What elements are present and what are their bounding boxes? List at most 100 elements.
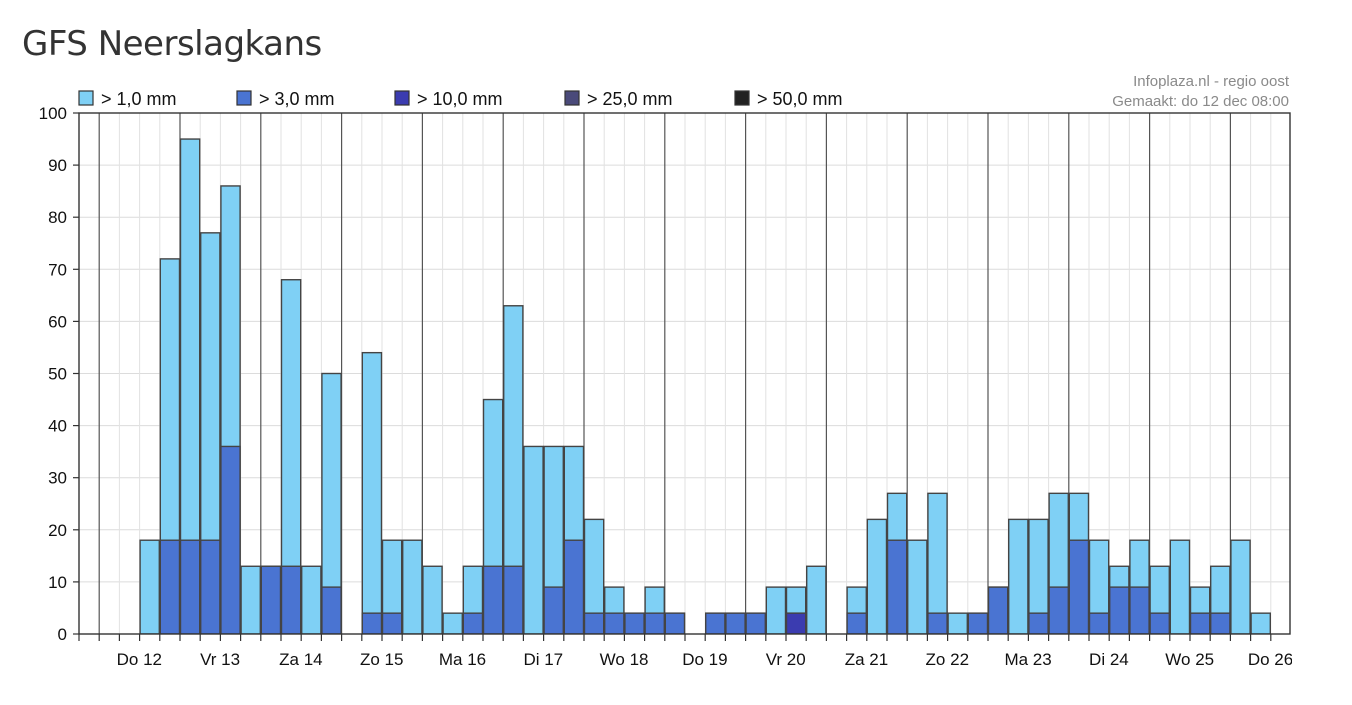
y-tick-label: 80 <box>48 208 67 227</box>
bar <box>442 612 464 634</box>
bar <box>321 372 342 634</box>
x-tick-label: Wo 25 <box>1165 650 1214 669</box>
x-tick-label: Do 26 <box>1248 650 1293 669</box>
y-tick-label: 40 <box>48 417 67 436</box>
y-tick-label: 10 <box>48 573 67 592</box>
legend-label: > 3,0 mm <box>259 89 335 109</box>
legend-swatch <box>394 90 410 106</box>
bar <box>1028 518 1049 634</box>
bars <box>139 138 1311 634</box>
x-tick-label: Za 21 <box>845 650 888 669</box>
bar <box>927 612 948 634</box>
y-tick-label: 100 <box>39 104 67 123</box>
legend-label: > 1,0 mm <box>101 89 177 109</box>
bar <box>503 565 524 634</box>
bar <box>402 539 423 634</box>
bar <box>907 539 928 634</box>
bar <box>583 518 605 634</box>
bar <box>947 612 968 634</box>
bar <box>1028 612 1049 634</box>
x-tick-label: Vr 20 <box>766 650 806 669</box>
bar <box>1149 612 1170 634</box>
bar <box>765 586 787 634</box>
y-tick-label: 20 <box>48 521 67 540</box>
legend-swatch <box>734 90 750 106</box>
bar <box>523 445 544 634</box>
legend-label: > 10,0 mm <box>417 89 503 109</box>
bar <box>260 565 282 634</box>
bar <box>846 612 867 634</box>
bar <box>381 612 403 634</box>
bar <box>361 351 383 634</box>
x-tick-label: Wo 18 <box>600 650 649 669</box>
bar <box>159 539 181 634</box>
x-tick-label: Zo 22 <box>926 650 969 669</box>
bar <box>280 279 302 634</box>
bar <box>745 612 766 634</box>
y-tick-label: 60 <box>48 312 67 331</box>
y-tick-label: 70 <box>48 260 67 279</box>
legend: > 1,0 mm > 3,0 mm > 10,0 mm > 25,0 mm > 50,0… <box>78 89 843 109</box>
bar <box>1230 539 1251 634</box>
legend-label: > 50,0 mm <box>757 89 843 109</box>
x-tick-label: Di 24 <box>1089 650 1129 669</box>
credit-timestamp: Gemaakt: do 12 dec 08:00 <box>1112 93 1289 110</box>
legend-swatch <box>78 90 94 106</box>
bar <box>543 586 564 634</box>
bar <box>301 565 322 634</box>
x-tick-label: Do 12 <box>117 650 162 669</box>
bar <box>1209 612 1231 634</box>
bar <box>1008 518 1029 634</box>
bar <box>139 539 161 634</box>
bar <box>705 612 726 634</box>
x-tick-label: Di 17 <box>523 650 563 669</box>
bar <box>179 138 201 634</box>
y-tick-label: 90 <box>48 156 67 175</box>
y-tick-label: 50 <box>48 365 67 384</box>
axes: 0 10 20 30 40 50 60 70 80 90 100 Do 12 Vr 13 Za 14 Zo … <box>39 104 1293 669</box>
bar <box>1129 586 1150 634</box>
bar <box>220 445 241 634</box>
legend-swatch <box>236 90 252 106</box>
bar <box>1048 586 1069 634</box>
bar <box>1292 613 1311 634</box>
x-tick-labels: Do 12 Vr 13 Za 14 Zo 15 Ma 16 Di 17 Wo 18 Do 19… <box>117 650 1293 669</box>
x-tick-label: Ma 16 <box>439 650 486 669</box>
bar <box>1169 539 1191 634</box>
bar <box>179 539 201 634</box>
bar <box>482 565 504 634</box>
bar <box>806 565 827 634</box>
bar <box>199 539 221 634</box>
bar <box>987 586 1009 634</box>
bar <box>1088 612 1110 634</box>
bar <box>1250 612 1271 634</box>
bar <box>321 586 342 634</box>
bar <box>240 565 262 634</box>
bar <box>1108 586 1130 634</box>
bar <box>422 565 443 634</box>
y-tick-label: 0 <box>58 625 67 644</box>
bar <box>785 612 807 634</box>
bar <box>886 539 908 634</box>
y-tick-label: 30 <box>48 469 67 488</box>
bar <box>624 612 645 634</box>
bar <box>1068 539 1090 634</box>
bar <box>563 539 585 634</box>
bar <box>280 565 302 634</box>
x-tick-label: Za 14 <box>279 650 322 669</box>
bar <box>1189 612 1211 634</box>
legend-label: > 25,0 mm <box>587 89 673 109</box>
bar <box>503 305 524 634</box>
x-tick-label: Do 19 <box>682 650 727 669</box>
bar <box>664 612 686 634</box>
bar <box>199 232 221 634</box>
bar <box>583 612 605 634</box>
legend-swatch <box>564 90 580 106</box>
bar <box>361 612 383 634</box>
bar <box>644 612 665 634</box>
bar <box>604 612 625 634</box>
bar <box>462 612 484 634</box>
bar <box>967 612 989 634</box>
x-tick-label: Vr 13 <box>200 650 240 669</box>
